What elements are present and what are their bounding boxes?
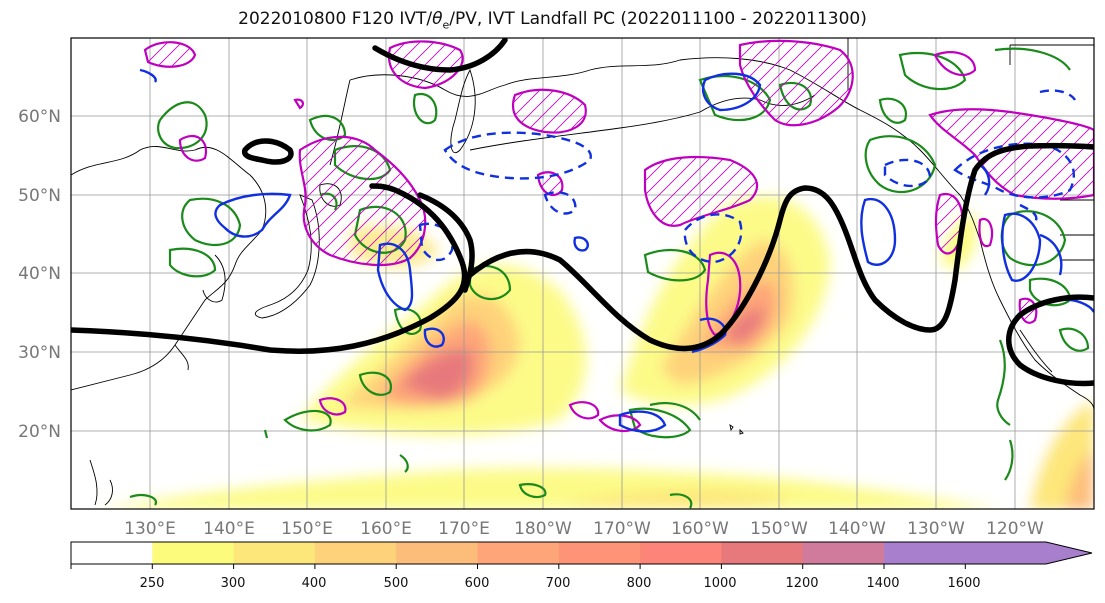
blue-dashed-contours [418, 89, 1077, 264]
longitude-labels: 130°E 140°E 150°E 160°E 170°E 180°W 170°… [124, 519, 1044, 539]
colorbar-label-1600: 1600 [947, 576, 980, 591]
colorbar-segment [152, 542, 235, 564]
lon-label-160e: 160°E [360, 519, 412, 539]
lat-label-30: 30°N [18, 343, 61, 363]
colorbar-label-800: 800 [627, 576, 652, 591]
lat-label-60: 60°N [18, 107, 61, 127]
lon-label-150w: 150°W [750, 519, 808, 539]
colorbar-segment [802, 542, 885, 564]
colorbar-label-600: 600 [465, 576, 490, 591]
colorbar-label-250: 250 [140, 576, 165, 591]
map-frame [70, 37, 1095, 510]
colorbar-segment [396, 542, 478, 564]
colorbar-label-300: 300 [221, 576, 246, 591]
lat-label-20: 20°N [18, 422, 61, 442]
colorbar-label-1000: 1000 [703, 576, 736, 591]
colorbar-segment [884, 542, 966, 564]
colorbar-extend-arrow [965, 542, 1092, 564]
latitude-labels: 60°N 50°N 40°N 30°N 20°N [18, 107, 61, 442]
colorbar-label-500: 500 [384, 576, 409, 591]
lon-label-180w: 180°W [514, 519, 572, 539]
lon-label-160w: 160°W [671, 519, 729, 539]
colorbar-label-400: 400 [302, 576, 327, 591]
colorbar-label-700: 700 [546, 576, 571, 591]
lon-label-140w: 140°W [828, 519, 886, 539]
colorbar-segment [314, 542, 397, 564]
colorbar-label-1400: 1400 [866, 576, 899, 591]
black-contour [71, 38, 1094, 387]
colorbar-segment [558, 542, 641, 564]
colorbar-segment [71, 542, 153, 564]
colorbar-segment [721, 542, 804, 564]
lat-label-50: 50°N [18, 186, 61, 206]
map-panel [71, 38, 1094, 509]
colorbar-segment [640, 542, 722, 564]
lon-label-170w: 170°W [593, 519, 651, 539]
colorbar-ticks [70, 564, 966, 569]
colorbar-segments [71, 542, 1092, 564]
lon-label-130e: 130°E [124, 519, 176, 539]
colorbar-segment [477, 542, 560, 564]
lon-label-140e: 140°E [203, 519, 255, 539]
lat-label-40: 40°N [18, 264, 61, 284]
lon-label-170e: 170°E [438, 519, 490, 539]
pv-contours [143, 39, 1094, 433]
lon-label-120w: 120°W [986, 519, 1044, 539]
lon-label-150e: 150°E [281, 519, 333, 539]
colorbar-label-1200: 1200 [785, 576, 818, 591]
map-title: 2022010800 F120 IVT/θe/PV, IVT Landfall … [238, 9, 867, 32]
lon-label-130w: 130°W [907, 519, 965, 539]
colorbar: 250 300 400 500 600 700 800 1000 1200 14… [70, 541, 1093, 591]
colorbar-outline [70, 541, 1093, 565]
colorbar-segment [233, 542, 316, 564]
